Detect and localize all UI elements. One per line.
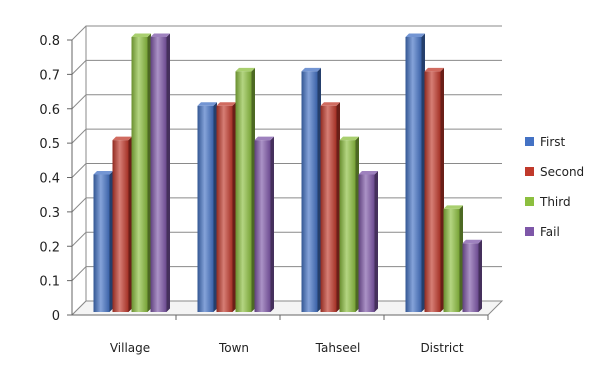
bar-top [197,102,217,106]
bar-side [317,67,321,312]
bar-front [235,71,252,312]
y-tick-label: 0.3 [39,206,60,221]
legend-item-third: Third [525,195,571,209]
bar-first-town [197,102,217,312]
bar-side [336,102,340,312]
bar-top [339,136,359,141]
axis-labels: 0 0.1 0.2 0.3 0.4 0.5 0.6 0.7 0.8 Village Town Tahs… [39,34,464,355]
bar-third-district [443,205,463,312]
bar-top [150,33,170,37]
legend-swatch [525,167,534,176]
bar-side [270,136,274,312]
y-tick-label: 0.6 [39,103,60,118]
bar-front [339,140,356,312]
bar-top [320,102,340,106]
bar-fail-town [254,136,274,312]
y-tick-label: 0.2 [39,240,60,255]
bar-top [254,136,274,141]
bar-fail-tahseel [358,171,378,312]
bar-top [405,33,425,37]
legend-swatch [525,137,534,146]
x-tick-label: District [420,341,463,355]
bar-front [301,71,318,312]
bar-second-district [424,67,444,312]
bar-side [128,136,132,312]
bar-second-tahseel [320,102,340,312]
y-tick-label: 0.5 [39,137,60,152]
bar-side [166,33,170,312]
bar-top [424,67,444,72]
bar-second-town [216,102,236,312]
bar-top [358,171,378,175]
bar-side [459,205,463,312]
y-tick-label: 0.7 [39,68,60,83]
bar-third-village [131,33,151,312]
y-tick-label: 0.1 [39,275,60,290]
y-tick-label: 0.8 [39,34,60,49]
legend-swatch [525,197,534,206]
bar-top [112,136,132,141]
bar-first-village [93,171,113,312]
bar-front [197,105,214,312]
bar-third-tahseel [339,136,359,312]
bar-side [232,102,236,312]
bar-side [213,102,217,312]
bar-top [462,239,482,244]
bar-front [424,71,441,312]
bar-front [320,105,337,312]
bar-front [405,37,422,312]
bar-first-tahseel [301,67,321,312]
bar-top [216,102,236,106]
bar-side [147,33,151,312]
bar-front [112,140,129,312]
x-tick-label: Town [218,341,249,355]
x-tick-label: Village [110,341,150,355]
legend-label: Fail [540,225,560,239]
bar-side [355,136,359,312]
bar-front [462,243,479,312]
bar-side [374,171,378,312]
bar-front [150,37,167,312]
legend-label: Third [539,195,571,209]
legend: First Second Third Fail [525,135,584,239]
legend-swatch [525,227,534,236]
x-tick-label: Tahseel [315,341,361,355]
bar-front [254,140,271,312]
bar-front [216,105,233,312]
legend-item-first: First [525,135,566,149]
bar-front [443,208,460,312]
y-tick-label: 0.4 [39,172,60,187]
bar-top [131,33,151,37]
bar-second-village [112,136,132,312]
axes [67,26,504,320]
bar-side [440,67,444,312]
bar-top [235,67,255,72]
bar-side [478,239,482,312]
bar-third-town [235,67,255,312]
legend-label: First [540,135,566,149]
bar-side [251,67,255,312]
bar-front [131,37,148,312]
bar-first-district [405,33,425,312]
y-tick-label: 0 [52,309,60,324]
bar-fail-village [150,33,170,312]
bar-top [93,171,113,175]
legend-label: Second [540,165,584,179]
bar-side [421,33,425,312]
bar-front [93,174,110,312]
bar-front [358,174,375,312]
bar-top [443,205,463,209]
bar-side [109,171,113,312]
legend-item-second: Second [525,165,584,179]
bar-top [301,67,321,72]
bars [93,33,482,312]
legend-item-fail: Fail [525,225,560,239]
bar-fail-district [462,239,482,312]
